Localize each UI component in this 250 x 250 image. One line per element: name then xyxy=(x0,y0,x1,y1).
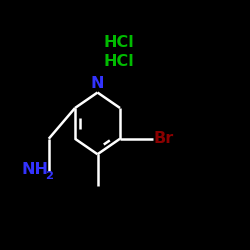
Text: Br: Br xyxy=(154,131,174,146)
Text: NH: NH xyxy=(21,162,48,178)
Text: 2: 2 xyxy=(45,171,53,181)
Text: N: N xyxy=(91,76,104,90)
Text: HCl: HCl xyxy=(104,35,134,50)
Text: HCl: HCl xyxy=(104,54,134,69)
